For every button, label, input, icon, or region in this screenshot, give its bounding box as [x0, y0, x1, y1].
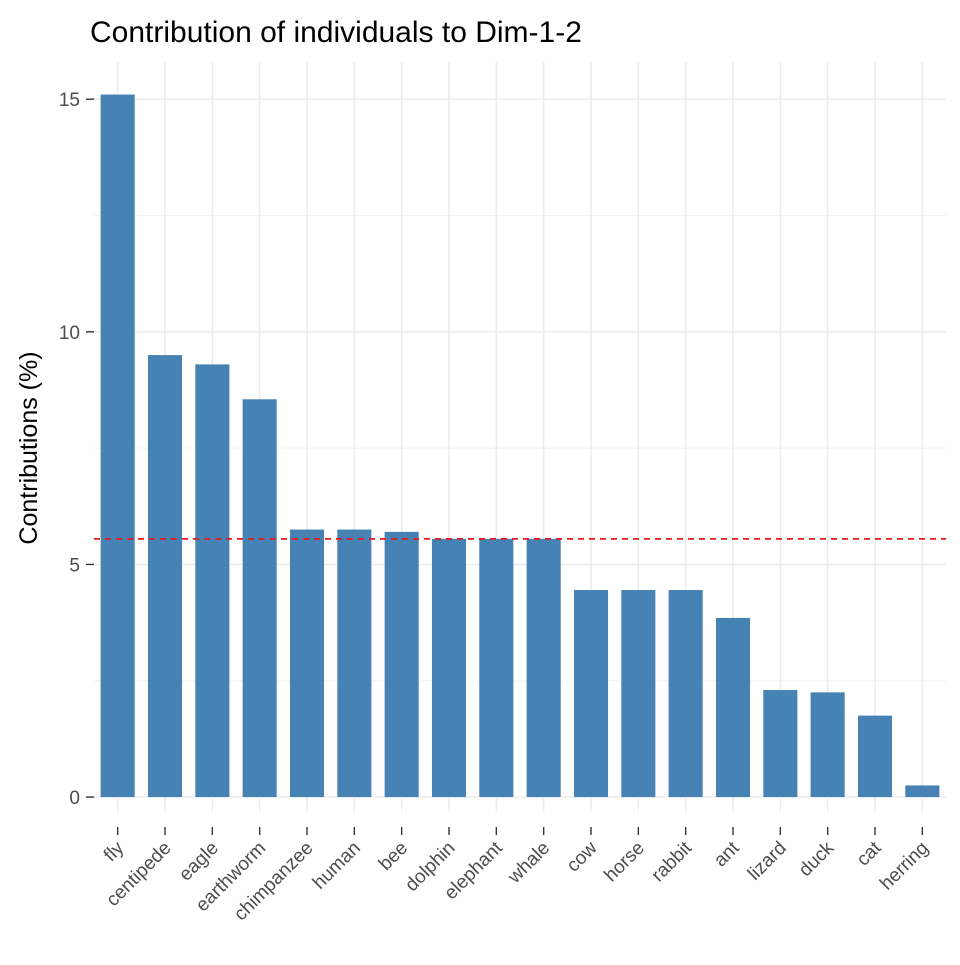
- y-tick-label: 5: [69, 555, 80, 576]
- x-tick-label-lizard: lizard: [744, 838, 791, 885]
- y-axis-title: Contributions (%): [15, 351, 43, 544]
- bar-dolphin: [431, 538, 467, 798]
- bar-duck: [810, 692, 845, 798]
- bar-bee: [384, 531, 419, 798]
- bar-human: [337, 529, 372, 798]
- y-axis: 0 5 10 15: [59, 90, 94, 809]
- y-tick-label: 10: [59, 323, 80, 344]
- bar-cow: [573, 590, 609, 798]
- x-tick-label-human: human: [309, 838, 365, 894]
- x-tick-label-ant: ant: [710, 837, 744, 871]
- bar-cat: [857, 715, 893, 798]
- bars: [100, 94, 940, 798]
- x-tick-label-cat: cat: [853, 837, 886, 870]
- bar-centipede: [147, 355, 183, 798]
- y-tick-label: 15: [59, 90, 80, 111]
- y-tick-label: 0: [69, 788, 80, 809]
- bar-rabbit: [668, 590, 703, 798]
- bar-eagle: [195, 364, 230, 798]
- x-tick-label-duck: duck: [795, 837, 839, 881]
- x-tick-label-whale: whale: [504, 838, 555, 889]
- chart-title: Contribution of individuals to Dim-1-2: [90, 16, 582, 49]
- bar-elephant: [479, 538, 514, 798]
- x-tick-label-bee: bee: [375, 838, 412, 875]
- x-tick-label-cow: cow: [563, 837, 602, 876]
- bar-whale: [526, 538, 561, 798]
- bar-herring: [905, 785, 940, 798]
- bar-fly: [100, 94, 135, 798]
- bar-earthworm: [242, 399, 277, 798]
- x-tick-label-fly: fly: [100, 837, 129, 866]
- bar-chimpanzee: [289, 529, 325, 798]
- bar-ant: [715, 617, 751, 798]
- bar-horse: [621, 590, 656, 798]
- x-tick-label-horse: horse: [600, 838, 648, 886]
- bar-lizard: [763, 690, 798, 798]
- x-tick-label-herring: herring: [876, 838, 933, 895]
- x-tick-label-rabbit: rabbit: [648, 837, 697, 886]
